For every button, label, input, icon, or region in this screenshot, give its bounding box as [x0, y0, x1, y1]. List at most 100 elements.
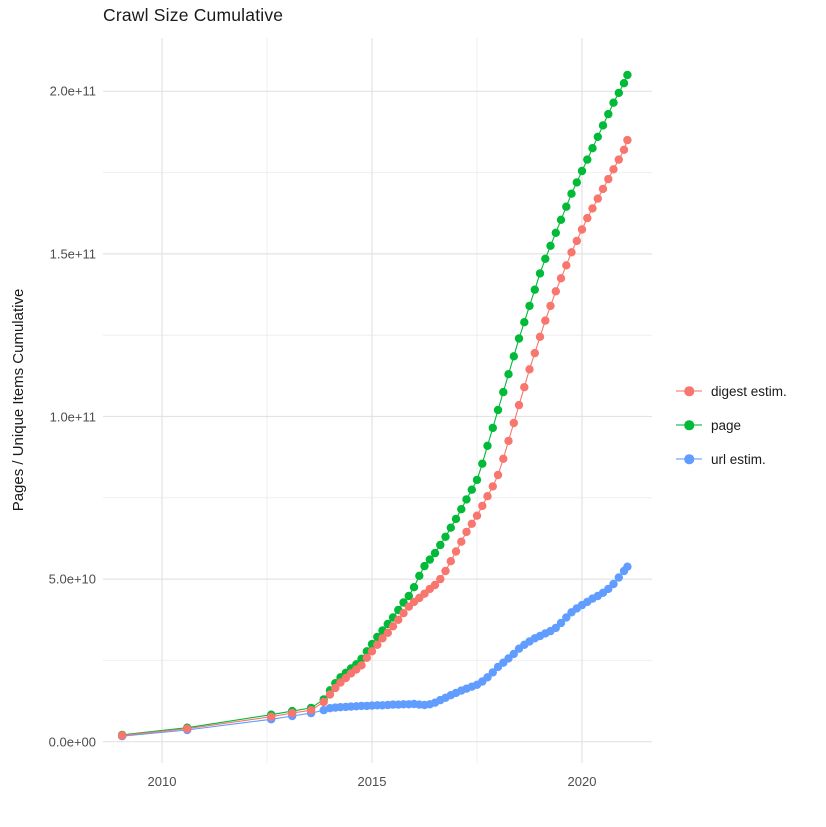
data-point — [619, 79, 629, 88]
data-point — [373, 640, 382, 649]
data-point — [577, 166, 587, 176]
data-point — [525, 365, 534, 374]
data-point — [609, 98, 618, 107]
data-point — [504, 436, 513, 446]
data-point — [467, 519, 476, 528]
series-page — [117, 70, 632, 740]
data-point — [462, 495, 471, 504]
data-point — [409, 583, 419, 592]
data-point — [183, 724, 192, 733]
data-point — [488, 423, 497, 433]
legend-label-page: page — [711, 417, 742, 433]
data-point — [583, 213, 592, 223]
data-point — [541, 254, 550, 263]
data-point — [446, 523, 455, 532]
legend-label-url: url estim. — [711, 451, 766, 467]
data-point — [509, 649, 518, 659]
data-point — [430, 580, 440, 590]
y-tick-label: 5.0e+10 — [48, 571, 96, 587]
data-point — [562, 202, 571, 211]
data-point — [530, 348, 539, 358]
data-point — [499, 387, 508, 397]
legend-item-digest: digest estim. — [676, 374, 824, 408]
data-point — [619, 145, 629, 154]
data-point — [593, 132, 602, 141]
data-point — [472, 475, 482, 485]
data-point — [604, 174, 613, 184]
data-point — [504, 370, 513, 379]
data-point — [267, 712, 276, 721]
data-point — [388, 622, 398, 631]
y-tick-label: 0.0e+00 — [48, 734, 96, 750]
data-point — [535, 269, 545, 278]
data-point — [551, 228, 560, 237]
data-point — [319, 706, 328, 715]
data-point — [562, 261, 571, 270]
data-point — [367, 647, 377, 656]
data-point — [588, 204, 597, 213]
data-point — [457, 537, 466, 546]
data-point — [609, 165, 618, 174]
series-url-estim- — [117, 562, 632, 741]
data-point — [325, 690, 335, 699]
data-point — [593, 194, 602, 203]
data-point — [572, 236, 581, 246]
data-point — [472, 511, 482, 520]
data-point — [588, 144, 597, 153]
data-point — [520, 383, 529, 392]
data-point — [306, 706, 316, 715]
data-point — [614, 88, 623, 98]
y-tick-label: 1.0e+11 — [49, 409, 96, 424]
data-point — [556, 274, 566, 283]
data-point — [556, 618, 566, 628]
legend-label-digest: digest estim. — [711, 383, 787, 399]
data-point — [451, 514, 461, 524]
data-point — [546, 301, 555, 311]
data-point — [488, 482, 497, 491]
chart-title: Crawl Size Cumulative — [103, 5, 284, 25]
data-point — [604, 109, 613, 119]
data-point — [493, 405, 503, 415]
data-point — [415, 571, 424, 580]
y-axis-title: Pages / Unique Items Cumulative — [10, 288, 27, 512]
data-point — [420, 561, 429, 571]
data-point — [556, 215, 566, 224]
x-tick-label: 2015 — [357, 774, 387, 789]
data-point — [614, 573, 623, 582]
data-point — [514, 334, 524, 343]
data-point — [551, 287, 560, 296]
data-point — [483, 673, 492, 682]
data-point — [535, 332, 545, 341]
data-point — [383, 628, 392, 637]
data-point — [609, 579, 618, 589]
data-point — [483, 441, 492, 450]
data-point — [436, 574, 445, 584]
data-point — [541, 316, 550, 325]
data-point — [499, 454, 508, 463]
data-point — [362, 653, 371, 662]
data-point — [623, 135, 632, 145]
data-point — [530, 285, 539, 294]
data-point — [567, 248, 576, 257]
data-point — [467, 485, 476, 494]
data-point — [493, 470, 503, 480]
data-point — [425, 555, 434, 564]
data-point — [478, 459, 487, 468]
data-point — [430, 548, 440, 558]
data-point — [441, 566, 450, 576]
data-point — [288, 708, 297, 718]
series-digest-estim- — [117, 135, 632, 740]
data-point — [483, 492, 492, 501]
data-point — [446, 557, 455, 566]
y-tick-label: 1.5e+11 — [49, 246, 96, 262]
data-point — [598, 121, 608, 130]
legend-key-url-icon — [676, 453, 702, 465]
data-point — [457, 505, 466, 514]
data-point — [520, 318, 529, 327]
data-point — [451, 547, 461, 556]
legend-key-page-icon — [676, 419, 702, 431]
data-point — [357, 661, 366, 670]
data-point — [509, 418, 518, 428]
